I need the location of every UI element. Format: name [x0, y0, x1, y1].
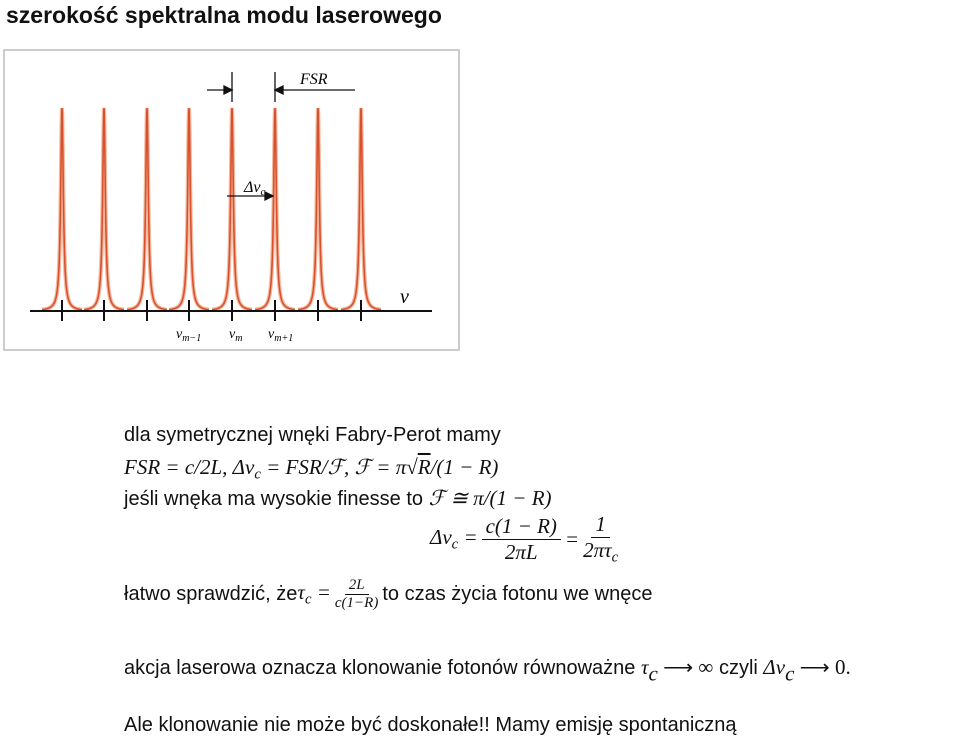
math: Δν	[430, 525, 452, 549]
math: Δν	[763, 655, 786, 679]
numerator: 2L	[344, 577, 369, 595]
denominator: 2πL	[504, 539, 538, 564]
peak	[126, 107, 168, 311]
peak	[83, 107, 125, 311]
linewidth-base: Δν	[243, 179, 261, 196]
mode-sub: m−1	[182, 333, 201, 344]
mode-label: νm−1	[176, 327, 201, 344]
peak	[211, 107, 253, 311]
text-line: akcja laserowa oznacza klonowanie fotonó…	[124, 655, 851, 686]
fsr-label: FSR	[299, 71, 328, 88]
peak	[254, 107, 296, 311]
ticks	[61, 300, 362, 321]
formula-line: Δνc = c(1 − R) 2πL = 1 2πτc	[430, 512, 622, 566]
text: łatwo sprawdzić, że	[124, 583, 298, 605]
math-sub: c	[648, 661, 658, 686]
math-sub: c	[304, 591, 312, 608]
mode-base: ν	[229, 327, 236, 342]
linewidth-sub: c	[261, 186, 266, 198]
peak	[340, 107, 382, 311]
fraction: c(1 − R) 2πL	[481, 514, 561, 565]
axis-label: ν	[400, 286, 409, 308]
text: czyli	[713, 657, 764, 679]
text-line: łatwo sprawdzić, że τc = 2L c(1−R) to cza…	[124, 577, 652, 612]
math: = FSR/ℱ, ℱ = π√	[260, 455, 418, 479]
fraction: 1 2πτc	[583, 512, 618, 566]
math: τ	[297, 580, 305, 605]
peak	[297, 107, 339, 311]
text: to czas życia fotonu we wnęce	[382, 583, 653, 605]
math: =	[564, 526, 580, 551]
numerator: c(1 − R)	[481, 514, 561, 540]
mode-base: ν	[176, 327, 183, 342]
math: τ	[640, 655, 649, 679]
math: R	[417, 455, 431, 479]
math: ⟶ ∞	[657, 655, 714, 679]
math: =	[458, 525, 478, 549]
math-sub: c	[785, 661, 795, 686]
math-sub: c	[254, 466, 261, 483]
math-sub: c	[611, 549, 619, 566]
math: ⟶ 0.	[794, 655, 851, 679]
figure: FSR Δνc ν νm−1 νm νm+1	[3, 49, 460, 351]
mode-sub: m	[235, 333, 242, 344]
math: 2πτ	[583, 538, 612, 562]
mode-base: ν	[268, 327, 275, 342]
mode-label: νm	[229, 327, 242, 344]
title: szerokość spektralna modu laserowego	[6, 2, 442, 28]
text-line: jeśli wnęka ma wysokie finesse to ℱ ≅ π/…	[124, 486, 552, 511]
peak	[41, 107, 83, 311]
denominator: c(1−R)	[334, 595, 379, 611]
formula-line: FSR = c/2L, Δνc = FSR/ℱ, ℱ = π√R/(1 − R)	[124, 455, 498, 483]
denominator: 2πτc	[583, 538, 618, 566]
mode-label: νm+1	[268, 327, 293, 344]
text-line: Ale klonowanie nie może być doskonałe!! …	[124, 714, 737, 736]
math: =	[311, 580, 331, 605]
mode-sub: m+1	[274, 333, 293, 344]
fsr-marker	[207, 72, 355, 202]
fraction: 2L c(1−R)	[335, 577, 378, 612]
linewidth-label: Δνc	[243, 179, 266, 198]
peaks	[41, 107, 382, 312]
text: jeśli wnęka ma wysokie finesse to	[124, 488, 429, 510]
math: FSR = c/2L, Δν	[124, 455, 255, 479]
math: ℱ ≅ π/(1 − R)	[428, 486, 552, 510]
text: akcja laserowa oznacza klonowanie fotonó…	[124, 657, 641, 679]
math: /(1 − R)	[430, 455, 499, 479]
peak	[168, 107, 210, 311]
numerator: 1	[591, 512, 610, 538]
text-line: dla symetrycznej wnęki Fabry-Perot mamy	[124, 424, 501, 446]
math-sub: c	[451, 536, 459, 553]
